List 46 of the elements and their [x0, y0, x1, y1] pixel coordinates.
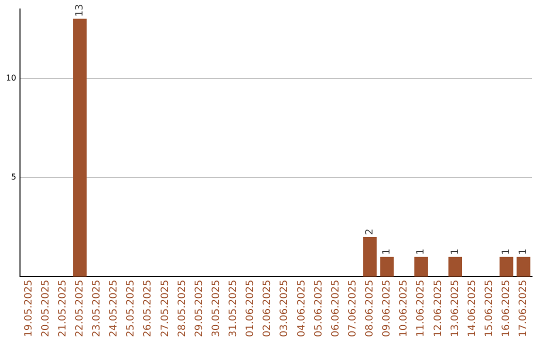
x-tick-label: 11.06.2025 [416, 280, 427, 338]
y-tick-label: 5 [11, 172, 16, 182]
x-tick-label: 31.05.2025 [228, 280, 240, 338]
x-tick-label: 28.05.2025 [176, 280, 188, 338]
x-tick-label: 12.06.2025 [432, 280, 444, 338]
x-tick-label: 08.06.2025 [364, 280, 376, 338]
x-tick-label: 26.05.2025 [142, 280, 154, 338]
x-tick-label: 02.06.2025 [262, 280, 274, 338]
x-tick-label: 06.06.2025 [330, 280, 342, 338]
x-tick-label: 19.05.2025 [23, 280, 34, 338]
x-tick-label: 23.05.2025 [92, 280, 103, 338]
x-tick-label: 27.05.2025 [160, 280, 171, 338]
x-tick-label: 09.06.2025 [382, 280, 393, 338]
x-tick-label: 15.06.2025 [484, 280, 495, 338]
x-tick-label: 24.05.2025 [108, 280, 120, 338]
x-tick-label: 13.06.2025 [450, 280, 461, 338]
x-tick-label: 25.05.2025 [126, 280, 137, 338]
data-label: 1 [382, 248, 393, 255]
y-tick-label: 10 [6, 73, 16, 82]
x-tick-label: 21.05.2025 [57, 280, 68, 338]
x-tick-label: 20.05.2025 [40, 280, 52, 338]
data-label: 1 [518, 248, 530, 255]
x-tick-label: 17.06.2025 [518, 280, 530, 338]
x-tick-label: 16.06.2025 [501, 280, 512, 338]
x-tick-label: 07.06.2025 [347, 280, 358, 338]
x-tick-label: 01.06.2025 [245, 280, 256, 338]
x-tick-label: 29.05.2025 [194, 280, 205, 338]
bar [380, 256, 394, 277]
bar [73, 18, 87, 277]
bar [448, 256, 462, 277]
data-label: 13 [74, 4, 86, 17]
x-tick-label: 03.06.2025 [279, 280, 290, 338]
x-tick-label: 04.06.2025 [296, 280, 308, 338]
bar [500, 256, 514, 277]
x-tick-label: 22.05.2025 [74, 280, 86, 338]
x-tick-label: 14.06.2025 [466, 280, 478, 338]
data-label: 1 [450, 248, 461, 255]
x-tick-label: 30.05.2025 [210, 280, 222, 338]
bar [363, 237, 377, 277]
data-label: 1 [501, 248, 512, 255]
bar [516, 256, 530, 277]
data-label: 1 [416, 248, 427, 255]
bar [414, 256, 428, 277]
x-tick-label: 05.06.2025 [313, 280, 324, 338]
data-label: 2 [364, 228, 376, 236]
x-tick-label: 10.06.2025 [398, 280, 410, 338]
